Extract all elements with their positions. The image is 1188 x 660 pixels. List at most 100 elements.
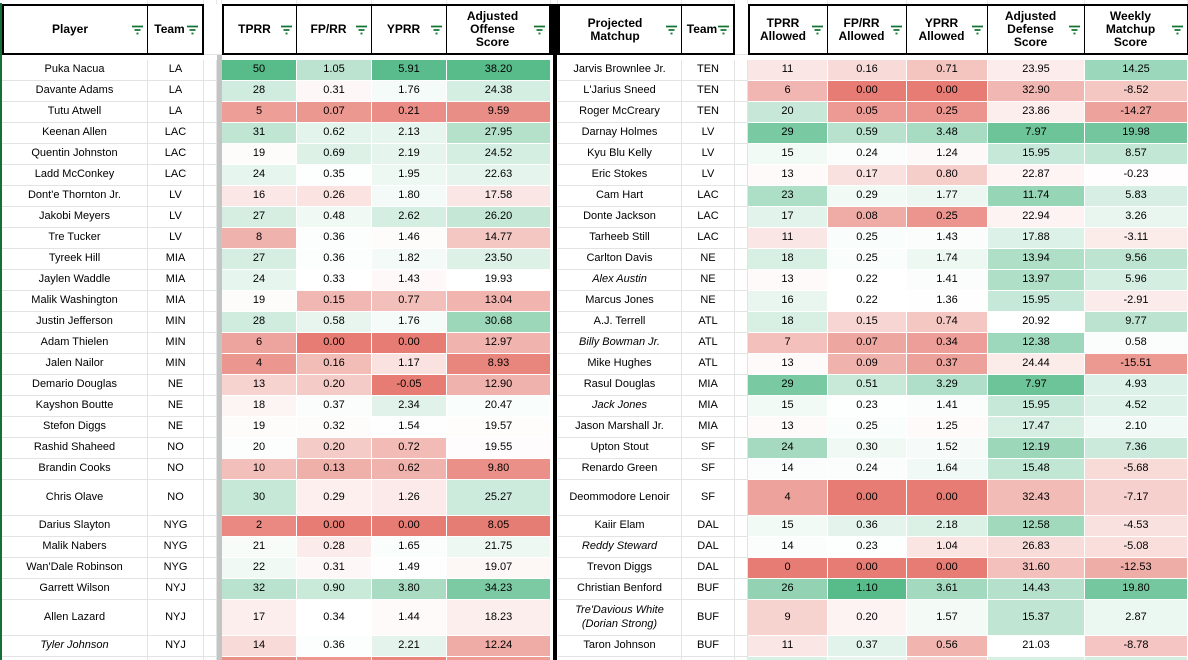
filter-icon[interactable] — [355, 24, 368, 36]
cell-ads-allowed[interactable]: 15.95 — [988, 144, 1085, 165]
cell-tprr-allowed[interactable]: 24 — [748, 438, 828, 459]
cell-tprr[interactable]: 2 — [222, 516, 297, 537]
cell-yprr[interactable]: 2.19 — [372, 144, 447, 165]
freeze-divider[interactable] — [217, 81, 222, 102]
cell-fprr-allowed[interactable]: 0.22 — [828, 291, 907, 312]
cell-wms-allowed[interactable]: -4.53 — [1085, 516, 1188, 537]
cell-yprr-allowed[interactable]: 3.61 — [907, 579, 988, 600]
filter-icon[interactable] — [430, 24, 443, 36]
cell-matchup-name[interactable]: Jack Jones — [558, 396, 682, 417]
cell-team[interactable]: BUF — [682, 636, 735, 657]
cell-team[interactable]: ATL — [682, 333, 735, 354]
cell-fprr[interactable]: 0.07 — [297, 102, 372, 123]
freeze-divider[interactable] — [217, 516, 222, 537]
cell-fprr[interactable]: 0.31 — [297, 558, 372, 579]
cell-aos[interactable]: 8.93 — [447, 354, 551, 375]
cell-yprr-allowed[interactable]: 1.04 — [907, 537, 988, 558]
cell-team[interactable]: MIA — [148, 291, 204, 312]
filter-icon[interactable] — [811, 24, 824, 36]
cell-aos[interactable]: 38.20 — [447, 60, 551, 81]
cell-yprr-allowed[interactable]: 0.25 — [907, 102, 988, 123]
cell-yprr[interactable]: 2.13 — [372, 123, 447, 144]
cell-ads-allowed[interactable]: 26.83 — [988, 537, 1085, 558]
cell-yprr-allowed[interactable]: 1.64 — [907, 459, 988, 480]
cell-yprr[interactable]: 0.77 — [372, 291, 447, 312]
cell-fprr[interactable]: 0.28 — [297, 537, 372, 558]
cell-aos[interactable]: 12.90 — [447, 375, 551, 396]
cell-yprr-allowed[interactable]: 1.25 — [907, 417, 988, 438]
freeze-divider[interactable] — [217, 396, 222, 417]
cell-aos[interactable]: 34.23 — [447, 579, 551, 600]
freeze-divider[interactable] — [217, 249, 222, 270]
cell-fprr-allowed[interactable]: 0.17 — [828, 165, 907, 186]
cell-tprr[interactable]: 28 — [222, 81, 297, 102]
cell-team[interactable]: SF — [682, 438, 735, 459]
cell-tprr-allowed[interactable]: 23 — [748, 186, 828, 207]
cell-yprr[interactable]: 1.46 — [372, 228, 447, 249]
filter-icon[interactable] — [890, 24, 903, 36]
cell-team[interactable]: NE — [682, 270, 735, 291]
cell-aos[interactable]: 27.95 — [447, 123, 551, 144]
cell-ads-allowed[interactable]: 11.74 — [988, 186, 1085, 207]
cell-matchup-name[interactable]: Deommodore Lenoir — [558, 480, 682, 516]
cell-fprr-allowed[interactable]: 0.00 — [828, 558, 907, 579]
cell-wms-allowed[interactable]: 4.52 — [1085, 396, 1188, 417]
cell-team[interactable]: LA — [148, 60, 204, 81]
cell-tprr-allowed[interactable]: 16 — [748, 291, 828, 312]
cell-tprr[interactable]: 19 — [222, 291, 297, 312]
cell-yprr[interactable]: 3.80 — [372, 579, 447, 600]
cell-tprr[interactable]: 10 — [222, 459, 297, 480]
cell-fprr-allowed[interactable]: 0.07 — [828, 333, 907, 354]
cell-matchup-name[interactable]: Christian Benford — [558, 579, 682, 600]
cell-yprr-allowed[interactable]: 1.36 — [907, 291, 988, 312]
cell-fprr-allowed[interactable]: 0.22 — [828, 270, 907, 291]
cell-team[interactable]: LAC — [682, 228, 735, 249]
filter-icon[interactable] — [1171, 24, 1184, 36]
filter-icon[interactable] — [1068, 24, 1081, 36]
cell-tprr-allowed[interactable]: 9 — [748, 600, 828, 636]
cell-wms-allowed[interactable]: -2.91 — [1085, 291, 1188, 312]
cell-ads-allowed[interactable]: 22.94 — [988, 207, 1085, 228]
cell-tprr[interactable]: 18 — [222, 396, 297, 417]
cell-team[interactable]: LAC — [148, 123, 204, 144]
cell-aos[interactable]: 22.63 — [447, 165, 551, 186]
cell-yprr[interactable]: 2.34 — [372, 396, 447, 417]
cell-fprr-allowed[interactable]: 1.10 — [828, 579, 907, 600]
cell-ads-allowed[interactable]: 7.97 — [988, 375, 1085, 396]
cell-yprr-allowed[interactable]: 1.77 — [907, 186, 988, 207]
cell-tprr-allowed[interactable]: 13 — [748, 165, 828, 186]
cell-team[interactable]: SF — [682, 480, 735, 516]
cell-matchup-name[interactable]: Tre'Davious White (Dorian Strong) — [558, 600, 682, 636]
cell-team[interactable]: NYJ — [148, 579, 204, 600]
cell-aos[interactable]: 23.50 — [447, 249, 551, 270]
cell-tprr[interactable]: 19 — [222, 144, 297, 165]
cell-tprr-allowed[interactable]: 14 — [748, 459, 828, 480]
cell-yprr[interactable]: 0.00 — [372, 516, 447, 537]
cell-team[interactable]: LV — [148, 228, 204, 249]
cell-team[interactable]: DAL — [682, 558, 735, 579]
cell-fprr[interactable]: 0.62 — [297, 123, 372, 144]
cell-fprr[interactable]: 0.20 — [297, 438, 372, 459]
cell-fprr-allowed[interactable]: 0.15 — [828, 312, 907, 333]
cell-team[interactable]: NE — [148, 375, 204, 396]
header-tprr-allowed[interactable]: TPRR Allowed — [748, 4, 828, 55]
cell-aos[interactable]: 19.55 — [447, 438, 551, 459]
cell-yprr-allowed[interactable]: 0.00 — [907, 480, 988, 516]
header-fprr[interactable]: FP/RR — [297, 4, 372, 55]
cell-tprr[interactable]: 22 — [222, 558, 297, 579]
cell-fprr-allowed[interactable]: 0.30 — [828, 438, 907, 459]
cell-wms-allowed[interactable]: 0.58 — [1085, 333, 1188, 354]
cell-team[interactable]: NYG — [148, 558, 204, 579]
cell-yprr-allowed[interactable]: 0.34 — [907, 333, 988, 354]
cell-wms-allowed[interactable]: 8.57 — [1085, 144, 1188, 165]
cell-ads-allowed[interactable]: 32.90 — [988, 81, 1085, 102]
cell-wms-allowed[interactable]: 5.96 — [1085, 270, 1188, 291]
cell-team[interactable]: NE — [682, 291, 735, 312]
cell-fprr[interactable]: 0.00 — [297, 516, 372, 537]
cell-matchup-name[interactable]: Kyu Blu Kelly — [558, 144, 682, 165]
cell-wms-allowed[interactable]: -14.27 — [1085, 102, 1188, 123]
cell-player-name[interactable]: Jakobi Meyers — [2, 207, 148, 228]
cell-tprr[interactable]: 5 — [222, 102, 297, 123]
freeze-divider[interactable] — [217, 291, 222, 312]
cell-tprr-allowed[interactable]: 11 — [748, 60, 828, 81]
